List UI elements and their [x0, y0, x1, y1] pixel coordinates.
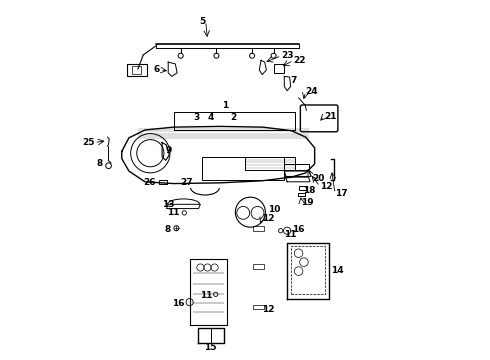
Text: 23: 23 [281, 51, 294, 60]
Text: 15: 15 [204, 343, 217, 352]
Text: 11: 11 [199, 291, 212, 300]
Bar [159, 180, 168, 184]
Text: 8: 8 [97, 159, 103, 168]
Text: 6: 6 [154, 66, 160, 75]
Bar [273, 64, 284, 73]
Bar [298, 193, 305, 196]
Bar [253, 305, 264, 309]
Text: 3: 3 [193, 113, 199, 122]
Text: 16: 16 [292, 225, 305, 234]
Text: 25: 25 [82, 138, 94, 147]
Text: 13: 13 [162, 200, 174, 209]
Text: 5: 5 [199, 17, 206, 26]
Bar [202, 157, 284, 180]
Bar [253, 226, 264, 231]
Text: 12: 12 [262, 305, 275, 314]
Text: 19: 19 [301, 198, 314, 207]
Text: 11: 11 [168, 208, 180, 217]
Bar [253, 264, 264, 269]
Text: 14: 14 [331, 266, 344, 275]
Text: 21: 21 [324, 112, 337, 121]
Text: 7: 7 [290, 76, 296, 85]
Text: 27: 27 [181, 178, 193, 187]
Text: 8: 8 [165, 225, 171, 234]
Text: 11: 11 [284, 230, 296, 239]
Text: 24: 24 [306, 87, 318, 96]
Text: 1: 1 [222, 101, 228, 110]
Bar [298, 186, 306, 190]
Text: 9: 9 [166, 146, 172, 155]
Text: 10: 10 [268, 205, 281, 214]
Bar [127, 64, 147, 76]
Text: 12: 12 [320, 182, 333, 191]
Text: 18: 18 [303, 186, 316, 195]
Text: 17: 17 [335, 189, 347, 198]
Text: 4: 4 [208, 113, 214, 122]
Text: 26: 26 [143, 178, 156, 187]
Text: 22: 22 [294, 56, 306, 65]
Text: 2: 2 [230, 113, 236, 122]
Text: 20: 20 [312, 174, 324, 183]
Text: 12: 12 [262, 214, 275, 223]
Text: 16: 16 [172, 299, 185, 308]
Bar [132, 66, 142, 73]
